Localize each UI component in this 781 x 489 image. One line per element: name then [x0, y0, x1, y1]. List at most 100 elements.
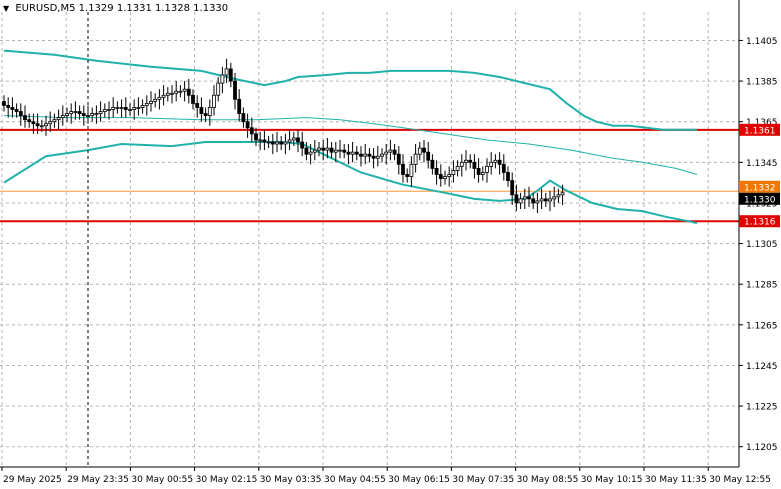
- candle: [312, 139, 317, 161]
- collapse-triangle-icon[interactable]: ▼: [3, 4, 10, 13]
- candle-body: [480, 172, 485, 175]
- candle-body: [325, 147, 330, 151]
- candle-body: [338, 149, 342, 152]
- candle: [338, 139, 342, 159]
- candle-body: [132, 107, 137, 110]
- candle: [308, 144, 313, 165]
- candle: [543, 192, 548, 207]
- candle-body: [216, 82, 221, 96]
- candle: [434, 160, 439, 185]
- candle-body: [501, 163, 506, 173]
- candle: [552, 186, 557, 207]
- candle: [81, 105, 86, 126]
- candle-body: [52, 119, 57, 123]
- candle-body: [140, 105, 145, 108]
- candle: [98, 101, 103, 122]
- candle-body: [422, 147, 426, 153]
- candle-body: [493, 159, 498, 163]
- candle: [375, 146, 380, 167]
- candle-body: [123, 107, 128, 110]
- candle-body: [489, 161, 494, 167]
- price-tick-label: 1.1285: [746, 281, 778, 291]
- candle-body: [165, 92, 170, 96]
- candle-body: [14, 109, 19, 112]
- candle-body: [10, 107, 15, 110]
- chart-frame: [0, 0, 740, 468]
- candle-body: [2, 100, 6, 106]
- candle-body: [417, 147, 422, 155]
- candle-body: [283, 141, 288, 145]
- candle: [18, 103, 23, 126]
- candle-body: [300, 141, 305, 149]
- candle-body: [237, 98, 242, 114]
- level-tag-label: 1.1361: [744, 126, 776, 136]
- level-tag-bg: [739, 215, 780, 228]
- time-axis[interactable]: 29 May 2025 29 May 23:35 30 May 00:55 30 Ma…: [1, 467, 771, 485]
- candle: [65, 107, 69, 122]
- candle-body: [228, 68, 233, 82]
- candle-body: [459, 161, 464, 167]
- candle-body: [107, 109, 111, 111]
- candles: [2, 58, 565, 214]
- candle-body: [48, 121, 53, 125]
- candle-body: [39, 125, 44, 128]
- candle: [77, 105, 82, 120]
- candle-body: [18, 111, 23, 116]
- bollinger-bands: [3, 49, 698, 225]
- candle: [480, 166, 485, 181]
- candle: [459, 154, 464, 177]
- candle: [367, 148, 372, 163]
- candle: [527, 186, 531, 207]
- candle-body: [548, 198, 552, 202]
- candle: [539, 188, 544, 210]
- candle: [464, 150, 468, 171]
- candle: [170, 85, 174, 104]
- candle: [102, 103, 107, 118]
- price-tick-label: 1.1245: [746, 362, 778, 372]
- candle: [472, 154, 477, 179]
- candle-body: [270, 141, 275, 145]
- candle: [396, 146, 401, 175]
- candle: [413, 144, 418, 173]
- time-tick-label: 29 May 23:35: [67, 475, 129, 485]
- candle: [468, 154, 473, 169]
- candle: [254, 127, 258, 147]
- bid-tag-label: 1.1332: [744, 183, 776, 193]
- candle-body: [451, 170, 456, 175]
- candle-body: [359, 153, 363, 157]
- time-tick-label: 29 May 2025: [3, 475, 62, 485]
- candle-body: [556, 194, 561, 198]
- candle: [107, 101, 111, 120]
- candle-body: [23, 115, 27, 121]
- candle: [493, 154, 498, 169]
- candle: [144, 95, 149, 116]
- candle: [317, 142, 321, 157]
- bollinger-middle-band: [3, 115, 698, 175]
- candle-body: [409, 163, 414, 177]
- time-tick-label: 30 May 02:15: [196, 475, 258, 485]
- time-tick-label: 30 May 12:55: [709, 475, 771, 485]
- candle-body: [539, 198, 544, 202]
- candle-body: [304, 147, 309, 155]
- candle: [14, 103, 19, 118]
- candle: [149, 91, 153, 112]
- candle: [501, 154, 506, 181]
- candle: [136, 97, 141, 116]
- candle: [157, 89, 162, 110]
- candle: [90, 107, 95, 122]
- candle: [123, 97, 128, 118]
- candle-body: [485, 165, 489, 173]
- price-tick-label: 1.1405: [746, 37, 778, 47]
- candle: [165, 87, 170, 102]
- current-price-tag-bg: [739, 192, 780, 205]
- candle: [556, 188, 561, 203]
- price-tick-label: 1.1265: [746, 321, 778, 331]
- candle-body: [73, 111, 78, 113]
- candle: [346, 144, 351, 165]
- candle-body: [514, 194, 519, 204]
- candle: [518, 192, 523, 210]
- candle-body: [153, 98, 158, 102]
- candle: [73, 101, 78, 120]
- candle-body: [69, 111, 74, 114]
